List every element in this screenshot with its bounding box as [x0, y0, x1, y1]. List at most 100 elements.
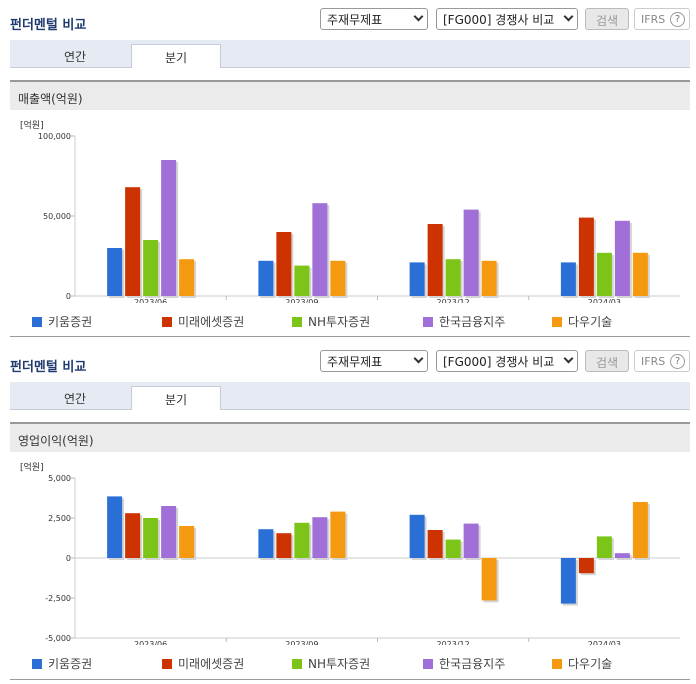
- legend-item[interactable]: 다우기술: [552, 313, 612, 330]
- bar-3-2024-03[interactable]: [596, 536, 612, 558]
- panel-title: 펀더멘털 비교: [10, 18, 87, 33]
- bar-1-2023-09[interactable]: [258, 529, 274, 558]
- statement-select[interactable]: 주재무제표: [320, 8, 428, 30]
- y-tick-label: 0: [66, 554, 71, 563]
- tab-annual[interactable]: 연간: [63, 392, 87, 406]
- bar-3-2024-03[interactable]: [596, 252, 612, 296]
- bar-2-2023-09[interactable]: [276, 232, 292, 296]
- ifrs-toggle[interactable]: IFRS ?: [634, 8, 690, 30]
- x-tick-label: 2023/06: [134, 298, 167, 303]
- bar-4-2023-06[interactable]: [161, 160, 177, 296]
- legend-item[interactable]: 미래에셋증권: [162, 655, 244, 672]
- operating-income-bar-chart: 5,000 2,500 0 -2,500 -5,000 2023/06 2023/09 202…: [45, 474, 680, 645]
- bar-2-2023-09[interactable]: [276, 533, 292, 558]
- legend-label: 키움증권: [48, 657, 93, 671]
- chevron-down-icon: [413, 11, 424, 22]
- sales-bar-chart: 100,000 50,000 0 2023/06 2023/09 2023/12 2024/…: [38, 132, 680, 303]
- tab-quarterly[interactable]: 분기: [131, 386, 221, 410]
- bar-1-2023-06[interactable]: [107, 496, 123, 558]
- bar-1-2023-12[interactable]: [409, 262, 425, 296]
- y-tick-label: 5,000: [48, 474, 71, 483]
- bar-1-2023-12[interactable]: [409, 514, 425, 558]
- chart-title: 매출액(억원): [10, 80, 690, 110]
- ifrs-label: IFRS: [641, 355, 666, 368]
- bar-4-2023-12[interactable]: [463, 523, 479, 558]
- legend-label: 한국금융지주: [439, 315, 506, 329]
- bar-1-2023-09[interactable]: [258, 260, 274, 296]
- competitor-select-value: [FG000] 경쟁사 비교: [443, 13, 555, 27]
- ifrs-toggle[interactable]: IFRS ?: [634, 350, 690, 372]
- bar-5-2023-12[interactable]: [481, 260, 497, 296]
- bar-2-2024-03[interactable]: [578, 558, 594, 574]
- bar-1-2024-03[interactable]: [560, 262, 576, 296]
- legend-item[interactable]: 다우기술: [552, 655, 612, 672]
- period-tabs: 연간 분기: [10, 40, 690, 68]
- legend-item[interactable]: 키움증권: [32, 313, 92, 330]
- bar-4-2023-09[interactable]: [312, 517, 328, 558]
- bar-3-2023-09[interactable]: [294, 522, 310, 558]
- statement-select[interactable]: 주재무제표: [320, 350, 428, 372]
- legend-label: NH투자증권: [308, 315, 371, 329]
- y-unit-label: [억원]: [20, 121, 44, 131]
- bar-5-2023-06[interactable]: [179, 259, 195, 296]
- x-tick-label: 2023/09: [285, 298, 318, 303]
- bar-2-2023-12[interactable]: [427, 530, 443, 558]
- y-tick-label: 0: [66, 292, 71, 301]
- bar-5-2024-03[interactable]: [632, 502, 648, 558]
- bar-1-2023-06[interactable]: [107, 248, 123, 296]
- competitor-select-value: [FG000] 경쟁사 비교: [443, 355, 555, 369]
- chevron-down-icon: [563, 11, 574, 22]
- bar-3-2023-06[interactable]: [143, 518, 159, 558]
- bar-4-2023-09[interactable]: [312, 203, 328, 296]
- legend-swatch: [292, 317, 302, 327]
- competitor-select[interactable]: [FG000] 경쟁사 비교: [436, 8, 578, 30]
- legend-swatch: [423, 659, 433, 669]
- tab-quarterly[interactable]: 분기: [131, 44, 221, 68]
- legend-swatch: [292, 659, 302, 669]
- bar-4-2024-03[interactable]: [614, 220, 630, 296]
- y-unit-label: [억원]: [20, 463, 44, 473]
- bar-1-2024-03[interactable]: [560, 558, 576, 604]
- y-tick-label: 50,000: [43, 212, 71, 221]
- statement-select-value: 주재무제표: [327, 13, 383, 27]
- bar-3-2023-06[interactable]: [143, 240, 159, 296]
- bar-5-2023-12[interactable]: [481, 558, 497, 601]
- y-tick-label: -2,500: [45, 594, 71, 603]
- bar-2-2024-03[interactable]: [578, 217, 594, 296]
- search-button[interactable]: 검색: [585, 8, 629, 30]
- bar-2-2023-06[interactable]: [125, 187, 141, 296]
- bar-5-2023-09[interactable]: [330, 511, 346, 558]
- chevron-down-icon: [563, 353, 574, 364]
- legend-item[interactable]: 미래에셋증권: [162, 313, 244, 330]
- bar-5-2023-06[interactable]: [179, 526, 195, 558]
- ifrs-label: IFRS: [641, 13, 666, 26]
- help-icon[interactable]: ?: [670, 354, 685, 369]
- panel-title: 펀더멘털 비교: [10, 360, 87, 375]
- legend-label: 키움증권: [48, 315, 93, 329]
- search-button[interactable]: 검색: [585, 350, 629, 372]
- legend-item[interactable]: 키움증권: [32, 655, 92, 672]
- bar-5-2024-03[interactable]: [632, 252, 648, 296]
- legend-swatch: [162, 317, 172, 327]
- y-tick-label: -5,000: [45, 634, 71, 643]
- bar-5-2023-09[interactable]: [330, 260, 346, 296]
- legend-swatch: [32, 317, 42, 327]
- chevron-down-icon: [413, 353, 424, 364]
- bar-2-2023-12[interactable]: [427, 224, 443, 296]
- competitor-select[interactable]: [FG000] 경쟁사 비교: [436, 350, 578, 372]
- legend-item[interactable]: 한국금융지주: [423, 313, 505, 330]
- bar-3-2023-09[interactable]: [294, 265, 310, 296]
- x-tick-label: 2023/12: [437, 298, 470, 303]
- help-icon[interactable]: ?: [670, 12, 685, 27]
- bar-4-2023-06[interactable]: [161, 506, 177, 558]
- bar-3-2023-12[interactable]: [445, 259, 461, 296]
- legend-item[interactable]: NH투자증권: [292, 655, 370, 672]
- legend-item[interactable]: 한국금융지주: [423, 655, 505, 672]
- legend-swatch: [552, 317, 562, 327]
- bar-4-2023-12[interactable]: [463, 209, 479, 296]
- bar-4-2024-03[interactable]: [614, 553, 630, 558]
- bar-2-2023-06[interactable]: [125, 513, 141, 558]
- tab-annual[interactable]: 연간: [63, 50, 87, 64]
- legend-item[interactable]: NH투자증권: [292, 313, 370, 330]
- bar-3-2023-12[interactable]: [445, 539, 461, 558]
